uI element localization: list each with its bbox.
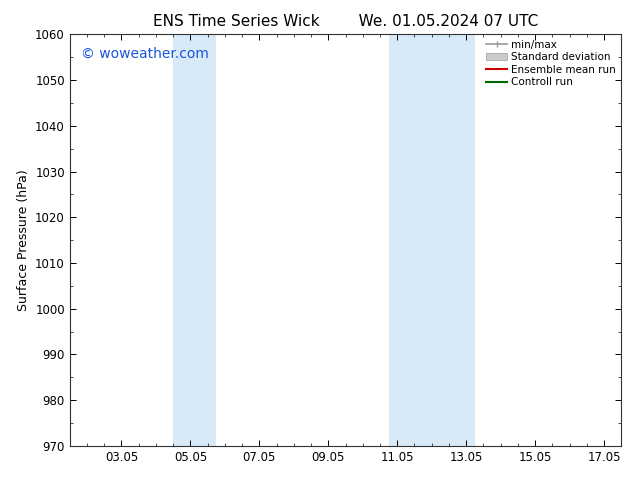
Bar bbox=[173, 34, 190, 446]
Y-axis label: Surface Pressure (hPa): Surface Pressure (hPa) bbox=[16, 169, 30, 311]
Bar bbox=[190, 34, 216, 446]
Bar bbox=[406, 34, 475, 446]
Text: © woweather.com: © woweather.com bbox=[81, 47, 209, 61]
Legend: min/max, Standard deviation, Ensemble mean run, Controll run: min/max, Standard deviation, Ensemble me… bbox=[484, 37, 618, 89]
Title: ENS Time Series Wick        We. 01.05.2024 07 UTC: ENS Time Series Wick We. 01.05.2024 07 U… bbox=[153, 14, 538, 29]
Bar bbox=[389, 34, 406, 446]
